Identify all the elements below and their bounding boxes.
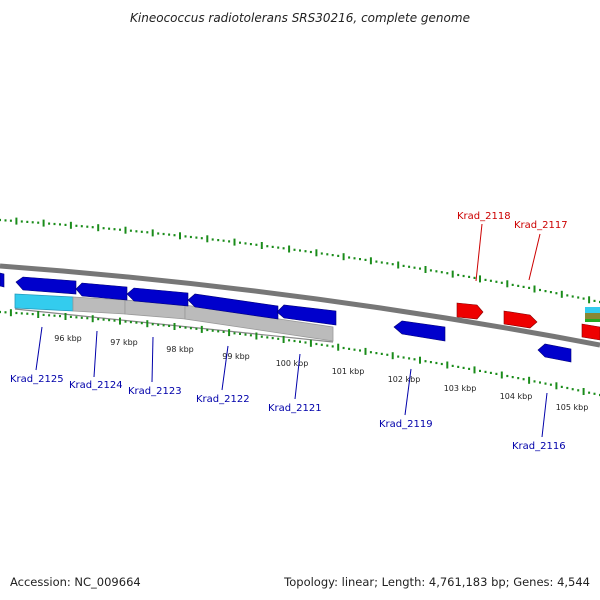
tick-label: 102 kbp (388, 375, 421, 384)
genome-backbone (0, 263, 600, 348)
accession-text: Accession: NC_009664 (10, 575, 141, 589)
leader-Krad_2123 (151, 336, 154, 383)
tick-label: 105 kbp (556, 403, 589, 412)
tick-label: 101 kbp (332, 367, 365, 376)
edge-feature-green (585, 319, 600, 322)
tick-label: 100 kbp (276, 359, 309, 368)
gene-arrow-Krad_2118 (456, 302, 484, 320)
tick-label: 96 kbp (54, 334, 82, 343)
gene-labels: Krad_2125 Krad_2124 Krad_2123 Krad_2122 … (10, 211, 568, 452)
feature-band-gray-1 (72, 296, 126, 315)
gene-arrow-edge-forward (581, 323, 600, 341)
tick-label: 103 kbp (444, 384, 477, 393)
gene-arrow-Krad_2121 (276, 304, 337, 326)
genome-summary-text: Topology: linear; Length: 4,761,183 bp; … (283, 575, 590, 589)
tick-label: 99 kbp (222, 352, 250, 361)
leader-Krad_2125 (35, 326, 43, 371)
gene-label-Krad_2118[interactable]: Krad_2118 (457, 211, 511, 222)
gene-label-Krad_2116[interactable]: Krad_2116 (512, 441, 566, 452)
scale-labels: 96 kbp 97 kbp 98 kbp 99 kbp 100 kbp 101 … (54, 334, 588, 412)
edge-feature-cyan (585, 307, 600, 313)
edge-feature (585, 307, 600, 322)
map-title: Kineococcus radiotolerans SRS30216, comp… (130, 11, 470, 25)
gene-label-Krad_2124[interactable]: Krad_2124 (69, 380, 123, 391)
leader-Krad_2118 (475, 223, 483, 282)
upper-tick-row (0, 217, 600, 304)
gene-leader-lines (35, 223, 548, 438)
leader-Krad_2121 (294, 353, 301, 400)
gene-arrow-edge (0, 272, 5, 288)
gene-label-Krad_2121[interactable]: Krad_2121 (268, 403, 322, 414)
gene-label-Krad_2122[interactable]: Krad_2122 (196, 394, 250, 405)
tick-label: 97 kbp (110, 338, 138, 347)
leader-Krad_2124 (93, 330, 98, 378)
feature-band (14, 293, 334, 343)
gene-label-Krad_2125[interactable]: Krad_2125 (10, 374, 64, 385)
gene-label-Krad_2123[interactable]: Krad_2123 (128, 386, 182, 397)
feature-band-gray-3 (184, 304, 334, 342)
tick-label: 98 kbp (166, 345, 194, 354)
leader-Krad_2117 (528, 233, 541, 281)
feature-band-cyan (14, 293, 74, 312)
tick-label: 104 kbp (500, 392, 533, 401)
gene-arrow-Krad_2124 (75, 282, 128, 301)
gene-arrow-Krad_2116 (537, 343, 572, 363)
reverse-genes (0, 272, 572, 363)
leader-Krad_2116 (541, 392, 548, 438)
leader-Krad_2122 (221, 345, 229, 391)
edge-feature-olive (585, 313, 600, 319)
gene-arrow-Krad_2119 (393, 320, 446, 342)
gene-label-Krad_2117[interactable]: Krad_2117 (514, 220, 568, 231)
gene-arrow-Krad_2117 (503, 310, 538, 329)
gene-arrow-Krad_2123 (126, 287, 189, 307)
gene-arrow-Krad_2125 (15, 276, 77, 295)
leader-Krad_2119 (404, 368, 412, 416)
lower-tick-row (0, 309, 600, 397)
gene-label-Krad_2119[interactable]: Krad_2119 (379, 419, 433, 430)
forward-genes (456, 302, 600, 341)
